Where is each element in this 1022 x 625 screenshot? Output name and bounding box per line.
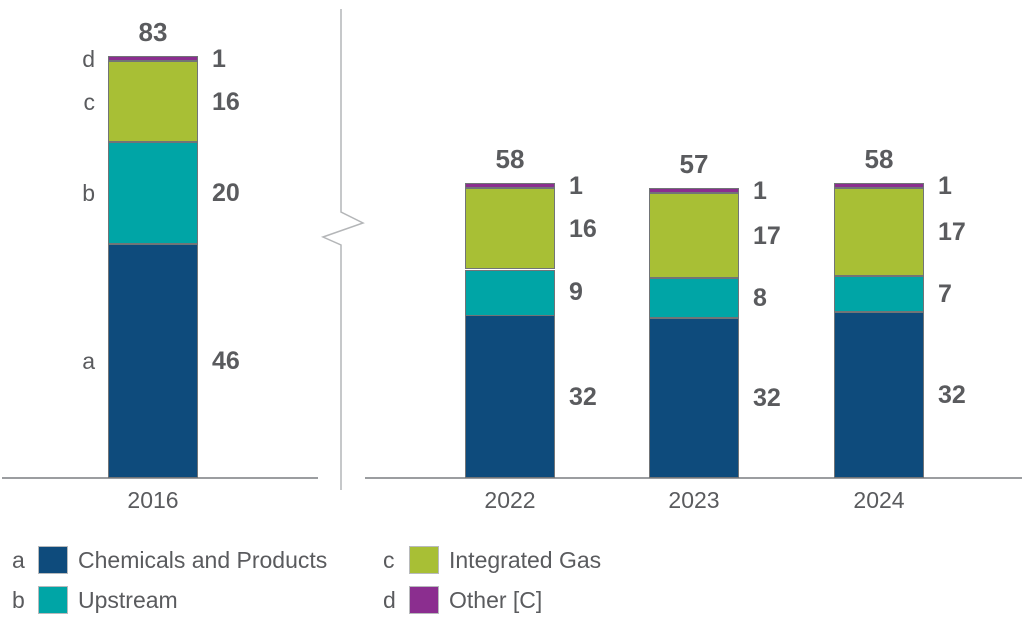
legend-letter: a bbox=[12, 546, 25, 573]
bar-total-label: 57 bbox=[679, 149, 709, 179]
bar-total-label: 58 bbox=[495, 144, 525, 174]
legend-column-1: a Chemicals and Products b Upstream bbox=[12, 544, 327, 624]
legend-swatch-integrated-gas-icon bbox=[409, 546, 439, 574]
segment-value-label: 16 bbox=[569, 215, 597, 243]
legend-item-upstream: b Upstream bbox=[12, 584, 327, 616]
legend-item-other: d Other [C] bbox=[383, 584, 601, 616]
legend-item-integrated-gas: c Integrated Gas bbox=[383, 544, 601, 576]
segment-value-label: 1 bbox=[938, 172, 952, 200]
segment-letter-label: a bbox=[82, 348, 95, 374]
bar-segment-a bbox=[834, 312, 924, 478]
legend-column-2: c Integrated Gas d Other [C] bbox=[383, 544, 601, 624]
x-axis-label: 2022 bbox=[484, 487, 536, 513]
segment-value-label: 1 bbox=[212, 45, 226, 73]
segment-letter-label: c bbox=[83, 89, 96, 115]
axis-break-icon bbox=[320, 9, 365, 490]
segment-value-label: 1 bbox=[753, 177, 767, 205]
segment-letter-label: b bbox=[82, 180, 95, 206]
bar-segment-c bbox=[465, 188, 555, 269]
legend-label: Other [C] bbox=[449, 586, 543, 613]
segment-value-label: 8 bbox=[753, 284, 767, 312]
legend-label: Upstream bbox=[78, 586, 178, 613]
bar-segment-b bbox=[649, 278, 739, 318]
segment-value-label: 1 bbox=[569, 172, 583, 200]
segment-value-label: 7 bbox=[938, 280, 952, 308]
bar-segment-c bbox=[834, 188, 924, 276]
segment-value-label: 17 bbox=[938, 218, 966, 246]
segment-value-label: 17 bbox=[753, 222, 781, 250]
segment-value-label: 32 bbox=[938, 381, 966, 409]
x-axis-label: 2016 bbox=[127, 487, 179, 513]
segment-value-label: 32 bbox=[569, 383, 597, 411]
bar-segment-c bbox=[649, 193, 739, 278]
legend-letter: b bbox=[12, 586, 25, 613]
segment-value-label: 20 bbox=[212, 179, 240, 207]
bar-total-label: 58 bbox=[864, 144, 894, 174]
legend-item-chemicals: a Chemicals and Products bbox=[12, 544, 327, 576]
segment-letter-label: d bbox=[82, 46, 95, 72]
segment-value-label: 9 bbox=[569, 278, 583, 306]
bar-segment-d bbox=[108, 56, 198, 61]
segment-value-label: 16 bbox=[212, 88, 240, 116]
x-axis-label: 2024 bbox=[853, 487, 905, 513]
x-axis-label: 2023 bbox=[668, 487, 720, 513]
bar-segment-a bbox=[465, 315, 555, 478]
bar-segment-b bbox=[465, 270, 555, 316]
bar-total-label: 83 bbox=[138, 17, 168, 47]
bar-segment-d bbox=[834, 183, 924, 188]
bar-segment-d bbox=[465, 183, 555, 188]
bar-segment-d bbox=[649, 188, 739, 193]
bar-segment-b bbox=[108, 142, 198, 244]
legend-letter: c bbox=[383, 546, 395, 573]
segment-value-label: 32 bbox=[753, 384, 781, 412]
legend-label: Integrated Gas bbox=[449, 546, 602, 573]
legend-letter: d bbox=[383, 586, 396, 613]
bar-segment-a bbox=[108, 244, 198, 478]
bar-segment-c bbox=[108, 61, 198, 142]
segment-value-label: 46 bbox=[212, 347, 240, 375]
bar-segment-b bbox=[834, 276, 924, 312]
legend-swatch-upstream-icon bbox=[38, 586, 68, 614]
legend-label: Chemicals and Products bbox=[78, 546, 328, 573]
bar-segment-a bbox=[649, 318, 739, 478]
legend-swatch-chemicals-icon bbox=[38, 546, 68, 574]
legend-swatch-other-icon bbox=[409, 586, 439, 614]
